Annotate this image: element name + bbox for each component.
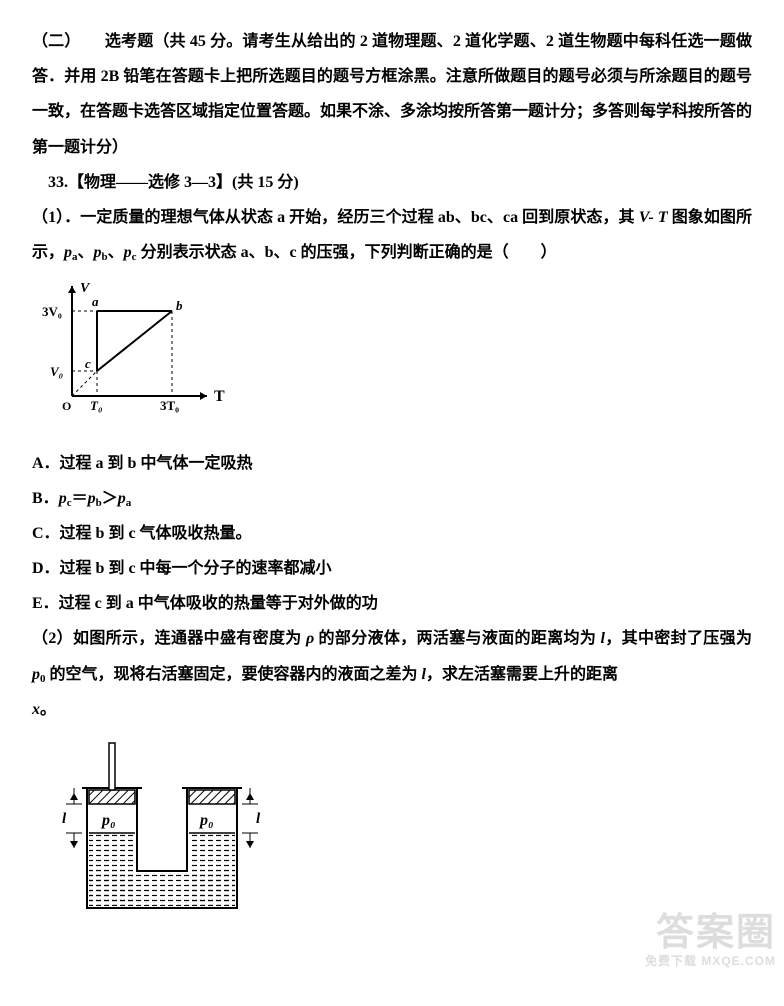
svg-text:T₀: T₀	[90, 398, 102, 413]
utube-diagram: p₀ p₀ l l	[32, 733, 752, 936]
sep: 、	[78, 244, 94, 261]
q2-c: ，其中密封了压强为	[605, 630, 752, 647]
svg-text:b: b	[176, 298, 183, 313]
utube-svg: p₀ p₀ l l	[32, 733, 292, 923]
instructions: （二） 选考题（共 45 分。请考生从给出的 2 道物理题、2 道化学题、2 道…	[32, 24, 752, 165]
q1-pb: pb	[94, 244, 108, 261]
x: x	[32, 701, 40, 718]
question-header: 33.【物理——选修 3—3】(共 15 分)	[32, 165, 752, 200]
opt-b: B．pc＝pb＞pa	[32, 481, 752, 516]
q1-stem-c: 分别表示状态 a、b、c 的压强，下列判断正确的是（ ）	[141, 244, 557, 261]
q2-d: 的空气，现将右活塞固定，要使容器内的液面之差为	[46, 666, 422, 683]
svg-text:V₀: V₀	[50, 364, 63, 379]
opt-d: D．过程 b 到 c 中每一个分子的速率都减小	[32, 551, 752, 586]
q2-stem: （2）如图所示，连通器中盛有密度为 ρ 的部分液体，两活塞与液面的距离均为 l，…	[32, 621, 752, 691]
svg-text:p₀: p₀	[100, 812, 116, 829]
q2-a: （2）如图所示，连通器中盛有密度为	[32, 630, 306, 647]
q2-e: ，求左活塞需要上升的距离	[426, 666, 618, 683]
rho: ρ	[306, 630, 314, 647]
q1-pc: pc	[124, 244, 137, 261]
svg-text:T: T	[214, 388, 225, 405]
watermark: 答案圈 免费下载 MXQE.COM	[645, 913, 776, 968]
q2-stem-2: x。	[32, 692, 752, 727]
svg-text:l: l	[256, 811, 261, 827]
q1-vt: V- T	[639, 209, 668, 226]
opt-c: C．过程 b 到 c 气体吸收热量。	[32, 516, 752, 551]
svg-text:3T₀: 3T₀	[160, 398, 179, 413]
q1-stem: （1）．一定质量的理想气体从状态 a 开始，经历三个过程 ab、bc、ca 回到…	[32, 200, 752, 270]
svg-text:O: O	[62, 399, 71, 413]
opt-a: A．过程 a 到 b 中气体一定吸热	[32, 446, 752, 481]
sep: 、	[108, 244, 124, 261]
p0: p0	[32, 666, 46, 683]
q1-pa: pa	[64, 244, 78, 261]
period: 。	[40, 701, 56, 718]
vt-svg: V T 3V₀ V₀ T₀ 3T₀ a b c O	[32, 276, 232, 426]
svg-text:p₀: p₀	[198, 812, 214, 829]
svg-text:c: c	[85, 356, 91, 371]
watermark-big: 答案圈	[645, 913, 776, 955]
svg-text:l: l	[62, 811, 67, 827]
q1-stem-a: （1）．一定质量的理想气体从状态 a 开始，经历三个过程 ab、bc、ca 回到…	[32, 209, 639, 226]
svg-text:a: a	[92, 294, 99, 309]
opt-e: E．过程 c 到 a 中气体吸收的热量等于对外做的功	[32, 586, 752, 621]
optb-pre: B．	[32, 490, 59, 507]
svg-text:3V₀: 3V₀	[42, 304, 62, 319]
watermark-small: 免费下载 MXQE.COM	[645, 955, 776, 968]
vt-diagram: V T 3V₀ V₀ T₀ 3T₀ a b c O	[32, 276, 752, 439]
q2-b: 的部分液体，两活塞与液面的距离均为	[314, 630, 600, 647]
